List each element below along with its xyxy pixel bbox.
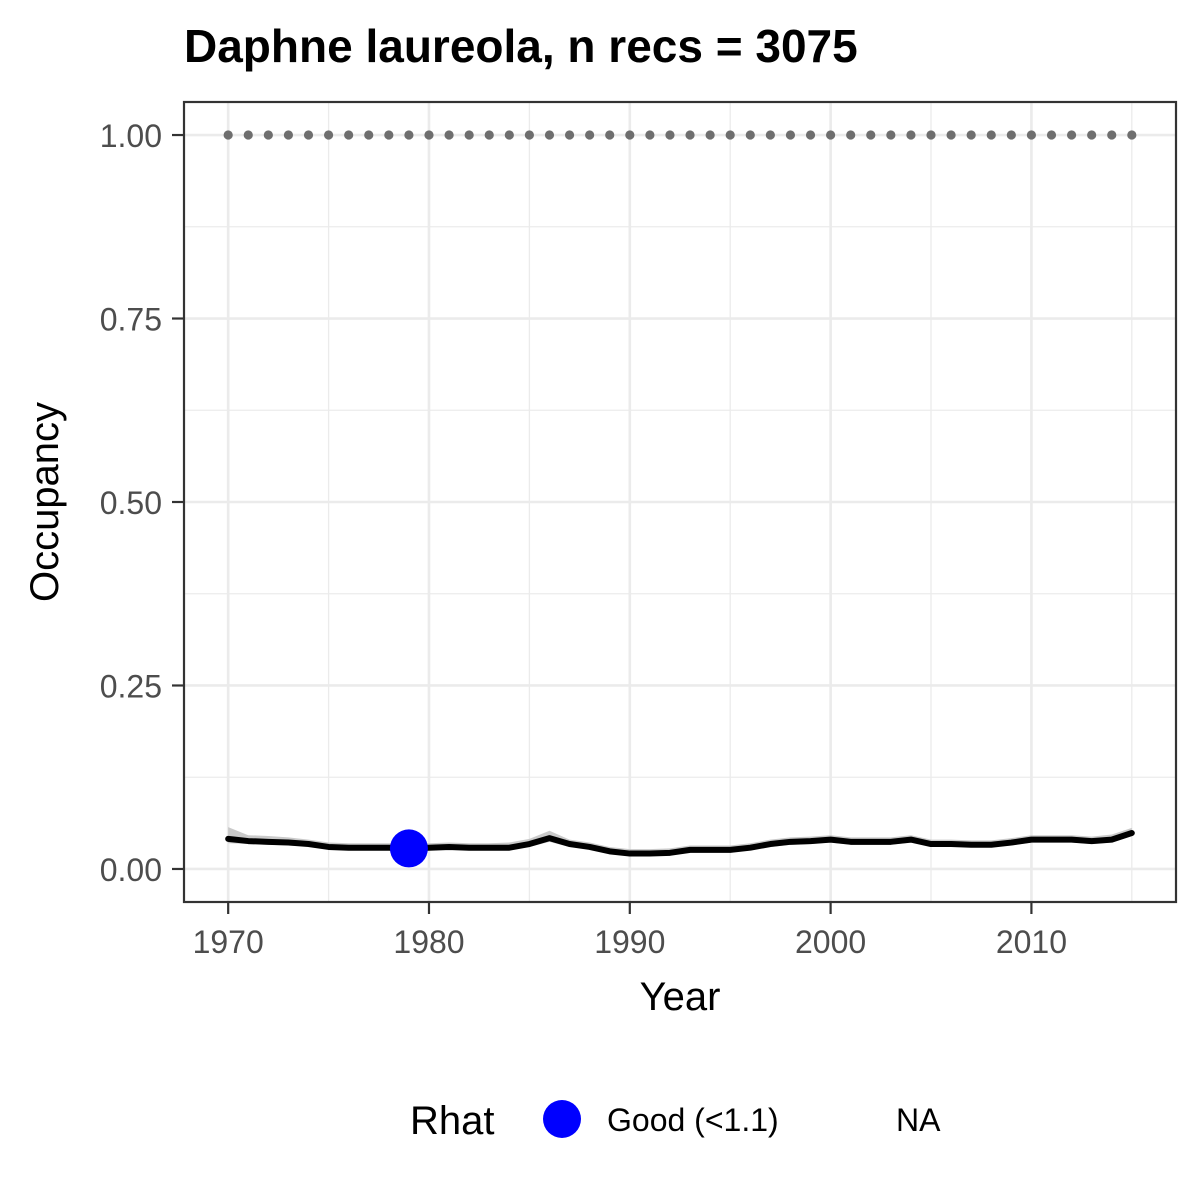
- reference-point: [826, 130, 836, 140]
- reference-point: [625, 130, 635, 140]
- y-tick-label: 0.50: [100, 485, 162, 521]
- grid-major: [184, 102, 1176, 902]
- rhat-points: [389, 829, 428, 868]
- reference-point: [705, 130, 715, 140]
- chart-title: Daphne laureola, n recs = 3075: [184, 20, 858, 72]
- rhat-point-good: [389, 829, 428, 868]
- reference-point: [344, 130, 354, 140]
- occupancy-trend-line: [225, 830, 1135, 857]
- reference-point: [986, 130, 996, 140]
- reference-points: [223, 130, 1137, 140]
- reference-point: [1107, 130, 1117, 140]
- x-tick-label: 1990: [594, 924, 665, 960]
- reference-point: [886, 130, 896, 140]
- reference-point: [283, 130, 294, 140]
- x-tick-label: 1980: [393, 924, 464, 960]
- reference-point: [1127, 130, 1137, 140]
- reference-point: [223, 130, 233, 140]
- reference-point: [323, 130, 334, 140]
- reference-point: [1066, 130, 1077, 140]
- reference-point: [504, 130, 514, 140]
- y-tick-label: 1.00: [100, 118, 162, 154]
- reference-point: [725, 130, 735, 140]
- x-axis-title: Year: [640, 975, 721, 1019]
- legend-label-good: Good (<1.1): [607, 1102, 779, 1138]
- reference-point: [966, 130, 976, 140]
- y-tick-label: 0.00: [100, 852, 162, 888]
- y-axis: 0.00 0.25 0.50 0.75 1.00: [100, 118, 184, 888]
- x-tick-label: 2000: [795, 924, 866, 960]
- reference-point: [846, 130, 856, 140]
- reference-point: [364, 130, 374, 140]
- reference-point: [564, 130, 575, 140]
- x-axis: 1970 1980 1990 2000 2010: [193, 902, 1067, 960]
- reference-point: [404, 130, 414, 140]
- y-tick-label: 0.75: [100, 302, 162, 338]
- reference-point: [765, 130, 775, 140]
- reference-point: [906, 130, 916, 140]
- reference-point: [1087, 130, 1097, 140]
- legend-key-good: [543, 1100, 581, 1138]
- reference-point: [384, 130, 394, 140]
- reference-point: [243, 130, 253, 140]
- legend-title: Rhat: [410, 1099, 495, 1143]
- reference-point: [645, 130, 655, 140]
- plot-panel: [182, 100, 1178, 904]
- reference-point: [303, 130, 314, 140]
- reference-point: [665, 130, 675, 140]
- reference-point: [805, 130, 816, 140]
- x-tick-label: 2010: [996, 924, 1067, 960]
- reference-point: [785, 130, 796, 140]
- legend-label-na: NA: [896, 1102, 941, 1138]
- reference-point: [946, 130, 956, 140]
- reference-point: [605, 130, 615, 140]
- reference-point: [1026, 130, 1037, 140]
- reference-point: [444, 130, 454, 140]
- reference-point: [464, 130, 474, 140]
- y-axis-title: Occupancy: [23, 402, 67, 602]
- reference-point: [524, 130, 534, 140]
- reference-point: [585, 130, 595, 140]
- reference-point: [263, 130, 273, 140]
- y-tick-label: 0.25: [100, 668, 162, 704]
- x-tick-label: 1970: [193, 924, 264, 960]
- reference-point: [484, 130, 494, 140]
- reference-point: [424, 130, 434, 140]
- reference-point: [926, 130, 936, 140]
- reference-point: [685, 130, 695, 140]
- reference-point: [745, 130, 755, 140]
- legend: Rhat Good (<1.1) NA: [410, 1099, 941, 1143]
- grid-minor: [184, 102, 1176, 902]
- reference-point: [544, 130, 555, 140]
- reference-point: [866, 130, 876, 140]
- reference-point: [1006, 130, 1016, 140]
- reference-point: [1046, 130, 1057, 140]
